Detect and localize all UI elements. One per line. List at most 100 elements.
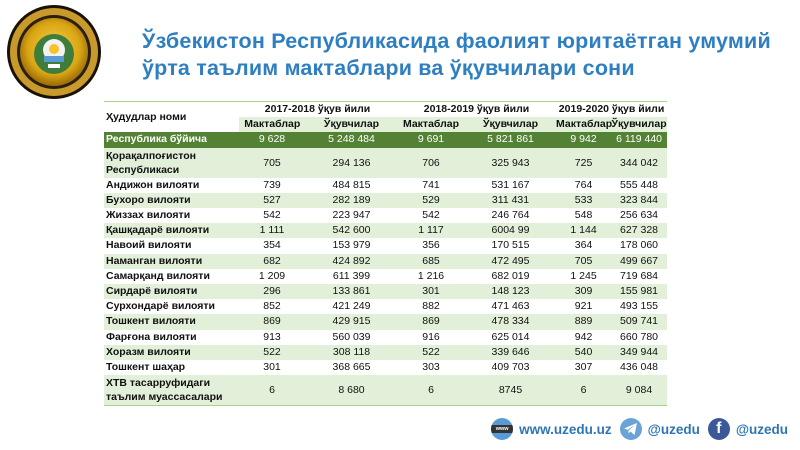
- telegram-link[interactable]: @uzedu: [619, 418, 700, 440]
- row-name: Бухоро вилояти: [104, 192, 238, 209]
- cell: 542 600: [306, 223, 398, 239]
- sub-header-schools: Мактаблар: [556, 117, 612, 133]
- row-name: Андижон вилояти: [106, 178, 200, 191]
- cell: 148 123: [465, 284, 557, 300]
- cell: 611 399: [332, 269, 371, 282]
- cell: 484 815: [332, 178, 371, 191]
- cell: 533: [556, 192, 612, 209]
- cell: 706: [397, 147, 466, 178]
- cell: 493 155: [620, 300, 659, 313]
- cell: 889: [556, 314, 612, 330]
- row-name: Қашқадарё вилояти: [104, 223, 238, 239]
- cell: 478 334: [465, 314, 557, 330]
- cell: 882: [422, 300, 440, 313]
- cell: 8745: [465, 375, 557, 407]
- cell: 368 665: [332, 361, 371, 374]
- table-row: Қашқадарё вилояти 1 111 542 600 1 117 60…: [104, 223, 668, 239]
- row-name: Жиззах вилояти: [106, 209, 191, 222]
- sub-header-students: Ўқувчилар: [306, 117, 398, 133]
- cell: 542: [263, 209, 281, 222]
- cell: 424 892: [306, 253, 398, 269]
- cell: 296: [238, 284, 306, 300]
- title-line-2: ўрта таълим мактаблари ва ўқувчилари сон…: [142, 56, 635, 80]
- cell: 301: [263, 361, 281, 374]
- cell: 705: [238, 147, 306, 178]
- cell: 1 111: [238, 223, 306, 239]
- cell: 364: [574, 239, 593, 252]
- cell: 155 981: [611, 284, 668, 300]
- row-name: Республика бўйича: [104, 132, 238, 148]
- page-title: Ўзбекистон Республикасида фаолият юритаё…: [142, 28, 782, 82]
- cell: 307: [574, 361, 593, 374]
- cell: 153 979: [332, 239, 371, 252]
- table-row: Қорақалпоғистон Республикаси 705 294 136…: [104, 147, 668, 178]
- cell: 311 431: [465, 192, 557, 209]
- cell: 682 019: [491, 269, 530, 282]
- row-name: Наманган вилояти: [104, 253, 238, 269]
- cell: 6: [556, 375, 612, 407]
- table-row: Бухоро вилояти 527 282 189 529 311 431 5…: [104, 192, 668, 209]
- cell: 522: [397, 344, 466, 361]
- cell: 303: [422, 361, 440, 374]
- row-name: Тошкент вилояти: [104, 314, 238, 330]
- cell: 9 691: [397, 132, 466, 148]
- website-link[interactable]: www www.uzedu.uz: [491, 418, 612, 440]
- website-text[interactable]: www.uzedu.uz: [519, 421, 612, 437]
- cell: 660 780: [620, 330, 659, 343]
- total-row: Республика бўйича 9 628 5 248 484 9 691 …: [104, 132, 668, 148]
- cell: 1 245: [570, 269, 597, 282]
- facebook-handle[interactable]: @uzedu: [735, 421, 788, 437]
- cell: 531 167: [491, 178, 530, 191]
- region-column-header: Ҳудудлар номи: [106, 110, 187, 123]
- cell: 869: [397, 314, 466, 330]
- cell: 282 189: [306, 192, 398, 209]
- cell: 625 014: [491, 330, 530, 343]
- cell: 1 117: [397, 223, 466, 239]
- cell: 1 144: [556, 223, 612, 239]
- facebook-link[interactable]: f @uzedu: [707, 418, 788, 440]
- cell: 223 947: [332, 209, 371, 222]
- cell: 301: [397, 284, 466, 300]
- table-row: Навоий вилояти 354 153 979 356 170 515 3…: [104, 238, 667, 253]
- sub-header-students: Ўқувчилар: [611, 117, 668, 133]
- cell: 921: [574, 300, 593, 313]
- cell: 913: [263, 330, 281, 343]
- schools-students-table: Ҳудудлар номи 2017-2018 ўқув йили 2018-2…: [104, 101, 668, 407]
- ministry-emblem: [6, 2, 102, 102]
- cell: 308 118: [306, 344, 398, 361]
- row-name: Тошкент шаҳар: [106, 361, 186, 374]
- cell: 9 942: [556, 132, 612, 148]
- cell: 682: [238, 253, 306, 269]
- cell: 409 703: [491, 361, 530, 374]
- cell: 5 248 484: [306, 132, 398, 148]
- table-row: Хоразм вилояти 522 308 118 522 339 646 5…: [104, 344, 668, 361]
- cell: 705: [556, 253, 612, 269]
- cell: 354: [263, 239, 281, 252]
- cell: 548: [574, 209, 593, 222]
- cell: 246 764: [491, 209, 530, 222]
- row-name: Қорақалпоғистон Республикаси: [104, 147, 238, 178]
- table-row: Самарқанд вилояти 1 209 611 399 1 216 68…: [104, 269, 667, 284]
- cell: 170 515: [491, 239, 530, 252]
- cell: 471 463: [491, 300, 530, 313]
- title-line-1: Ўзбекистон Республикасида фаолият юритаё…: [142, 29, 771, 53]
- cell: 529: [397, 192, 466, 209]
- row-name: Сурхондарё вилояти: [106, 300, 216, 313]
- cell: 6 119 440: [611, 132, 668, 148]
- row-name: ХТВ тасарруфидаги таълим муассасалари: [104, 375, 238, 407]
- table-row: ХТВ тасарруфидаги таълим муассасалари 6 …: [104, 375, 668, 407]
- facebook-icon: f: [707, 418, 730, 440]
- cell: 1 216: [417, 269, 445, 282]
- year-header-2019: 2019-2020 ўқув йили: [558, 103, 665, 115]
- cell: 429 915: [306, 314, 398, 330]
- cell: 522: [238, 344, 306, 361]
- table-row: Наманган вилояти 682 424 892 685 472 495…: [104, 253, 668, 269]
- year-header-2018: 2018-2019 ўқув йили: [423, 103, 530, 115]
- cell: 916: [422, 330, 440, 343]
- telegram-handle[interactable]: @uzedu: [647, 421, 700, 437]
- cell: 6: [238, 375, 306, 407]
- cell: 356: [422, 239, 440, 252]
- row-name: Хоразм вилояти: [104, 344, 238, 361]
- cell: 9 084: [611, 375, 668, 407]
- cell: 5 821 861: [465, 132, 557, 148]
